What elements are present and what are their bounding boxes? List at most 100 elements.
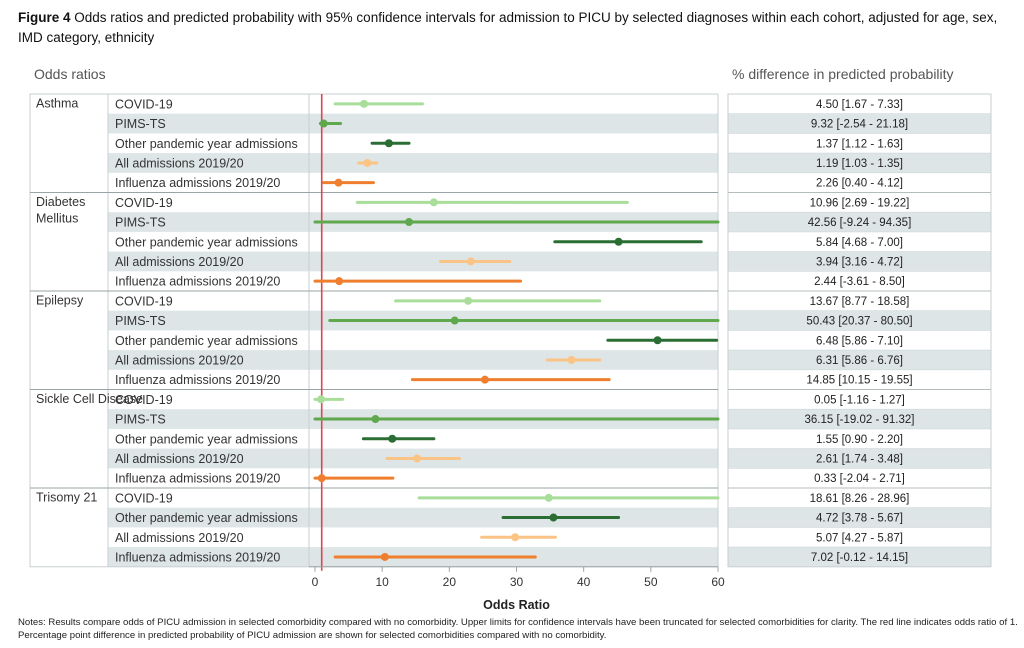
predicted-probability-header: % difference in predicted probability [732, 66, 954, 82]
pp-value: 1.37 [1.12 - 1.63] [816, 138, 903, 150]
row-shade [108, 251, 718, 272]
cohort-label: COVID-19 [115, 196, 173, 210]
cohort-label: Influenza admissions 2019/20 [115, 472, 280, 486]
cohort-label: Other pandemic year admissions [115, 334, 298, 348]
pp-value: 5.07 [4.27 - 5.87] [816, 532, 903, 544]
pp-value: 4.50 [1.67 - 7.33] [816, 99, 903, 111]
pp-row-shade [728, 251, 991, 272]
cohort-label: Influenza admissions 2019/20 [115, 373, 280, 387]
figure-notes: Notes: Results compare odds of PICU admi… [18, 617, 1018, 641]
group-name: Sickle Cell Disease [36, 392, 143, 406]
pp-row-shade [728, 113, 991, 134]
pp-value: 7.02 [-0.12 - 14.15] [811, 552, 908, 564]
x-tick-label: 0 [312, 575, 319, 589]
pp-value: 50.43 [20.37 - 80.50] [806, 316, 912, 328]
point-estimate [384, 139, 393, 148]
cohort-label: Other pandemic year admissions [115, 137, 298, 151]
pp-row-shade [728, 448, 991, 469]
x-tick-label: 60 [711, 575, 725, 589]
row-shade [108, 350, 718, 370]
pp-value: 2.61 [1.74 - 3.48] [816, 453, 903, 465]
pp-value: 36.15 [-19.02 - 91.32] [805, 414, 915, 426]
point-estimate [413, 454, 422, 463]
point-estimate [466, 257, 475, 266]
pp-value: 0.05 [-1.16 - 1.27] [814, 394, 905, 406]
odds-ratios-header: Odds ratios [34, 66, 106, 82]
point-estimate [405, 218, 414, 227]
pp-value: 13.67 [8.77 - 18.58] [810, 296, 910, 308]
x-tick-label: 30 [510, 575, 524, 589]
pp-value: 6.48 [5.86 - 7.10] [816, 335, 903, 347]
point-estimate [363, 158, 372, 167]
x-tick-label: 10 [375, 575, 389, 589]
cohort-label: PIMS-TS [115, 413, 166, 427]
point-estimate [317, 474, 326, 483]
group-name: Asthma [36, 97, 78, 111]
pp-value: 42.56 [-9.24 - 94.35] [808, 217, 912, 229]
pp-row-shade [728, 350, 991, 370]
pp-value: 4.72 [3.78 - 5.67] [816, 513, 903, 525]
point-estimate [567, 355, 576, 364]
point-estimate [511, 533, 520, 542]
pp-value: 2.44 [-3.61 - 8.50] [814, 276, 905, 288]
point-estimate [544, 493, 553, 502]
x-tick-label: 50 [644, 575, 658, 589]
pp-value: 14.85 [10.15 - 19.55] [806, 375, 912, 387]
cohort-label: All admissions 2019/20 [115, 255, 244, 269]
point-estimate [614, 237, 623, 246]
pp-value: 18.61 [8.26 - 28.96] [810, 493, 910, 505]
cohort-label: PIMS-TS [115, 216, 166, 230]
pp-value: 1.55 [0.90 - 2.20] [816, 434, 903, 446]
group-name: Diabetes [36, 195, 85, 209]
group-name: Mellitus [36, 212, 78, 226]
cohort-label: All admissions 2019/20 [115, 156, 244, 170]
cohort-label: Other pandemic year admissions [115, 432, 298, 446]
point-estimate [335, 277, 344, 286]
point-estimate [371, 415, 380, 424]
pp-row-shade [728, 212, 991, 232]
point-estimate [429, 198, 438, 207]
pp-row-shade [728, 547, 991, 567]
cohort-label: Influenza admissions 2019/20 [115, 176, 280, 190]
pp-row-shade [728, 409, 991, 429]
cohort-label: COVID-19 [115, 393, 173, 407]
figure-label: Figure 4 [18, 10, 71, 25]
pp-value: 0.33 [-2.04 - 2.71] [814, 473, 905, 485]
pp-value: 5.84 [4.68 - 7.00] [816, 237, 903, 249]
group-name: Trisomy 21 [36, 491, 97, 505]
point-estimate [360, 99, 369, 108]
point-estimate [464, 296, 473, 305]
x-tick-label: 40 [577, 575, 591, 589]
point-estimate [319, 119, 328, 128]
row-shade [108, 153, 718, 173]
cohort-label: Other pandemic year admissions [115, 235, 298, 249]
group-name: Epilepsy [36, 294, 84, 308]
cohort-label: Influenza admissions 2019/20 [115, 550, 280, 564]
row-shade [108, 507, 718, 528]
forest-plot: Asthma Diabetes Mellitus Epilepsy Sickle Cel… [29, 93, 992, 612]
figure-caption: Odds ratios and predicted probability wi… [18, 10, 998, 45]
cohort-label: COVID-19 [115, 491, 173, 505]
pp-value: 9.32 [-2.54 - 21.18] [811, 119, 908, 131]
point-estimate [380, 552, 389, 561]
point-estimate [388, 434, 397, 443]
point-estimate [450, 316, 459, 325]
point-estimate [334, 178, 343, 187]
pp-row-shade [728, 310, 991, 331]
x-axis-title: Odds Ratio [483, 598, 550, 612]
cohort-label: Other pandemic year admissions [115, 511, 298, 525]
cohort-label: Influenza admissions 2019/20 [115, 275, 280, 289]
point-estimate [480, 375, 489, 384]
pp-value: 2.26 [0.40 - 4.12] [816, 178, 903, 190]
cohort-label: PIMS-TS [115, 117, 166, 131]
pp-value: 3.94 [3.16 - 4.72] [816, 256, 903, 268]
row-shade [108, 113, 718, 134]
point-estimate [653, 336, 662, 345]
cohort-label: COVID-19 [115, 97, 173, 111]
pp-row-shade [728, 507, 991, 528]
x-tick-label: 20 [443, 575, 457, 589]
cohort-label: All admissions 2019/20 [115, 452, 244, 466]
pp-value: 10.96 [2.69 - 19.22] [810, 197, 910, 209]
cohort-label: All admissions 2019/20 [115, 353, 244, 367]
pp-row-shade [728, 153, 991, 173]
